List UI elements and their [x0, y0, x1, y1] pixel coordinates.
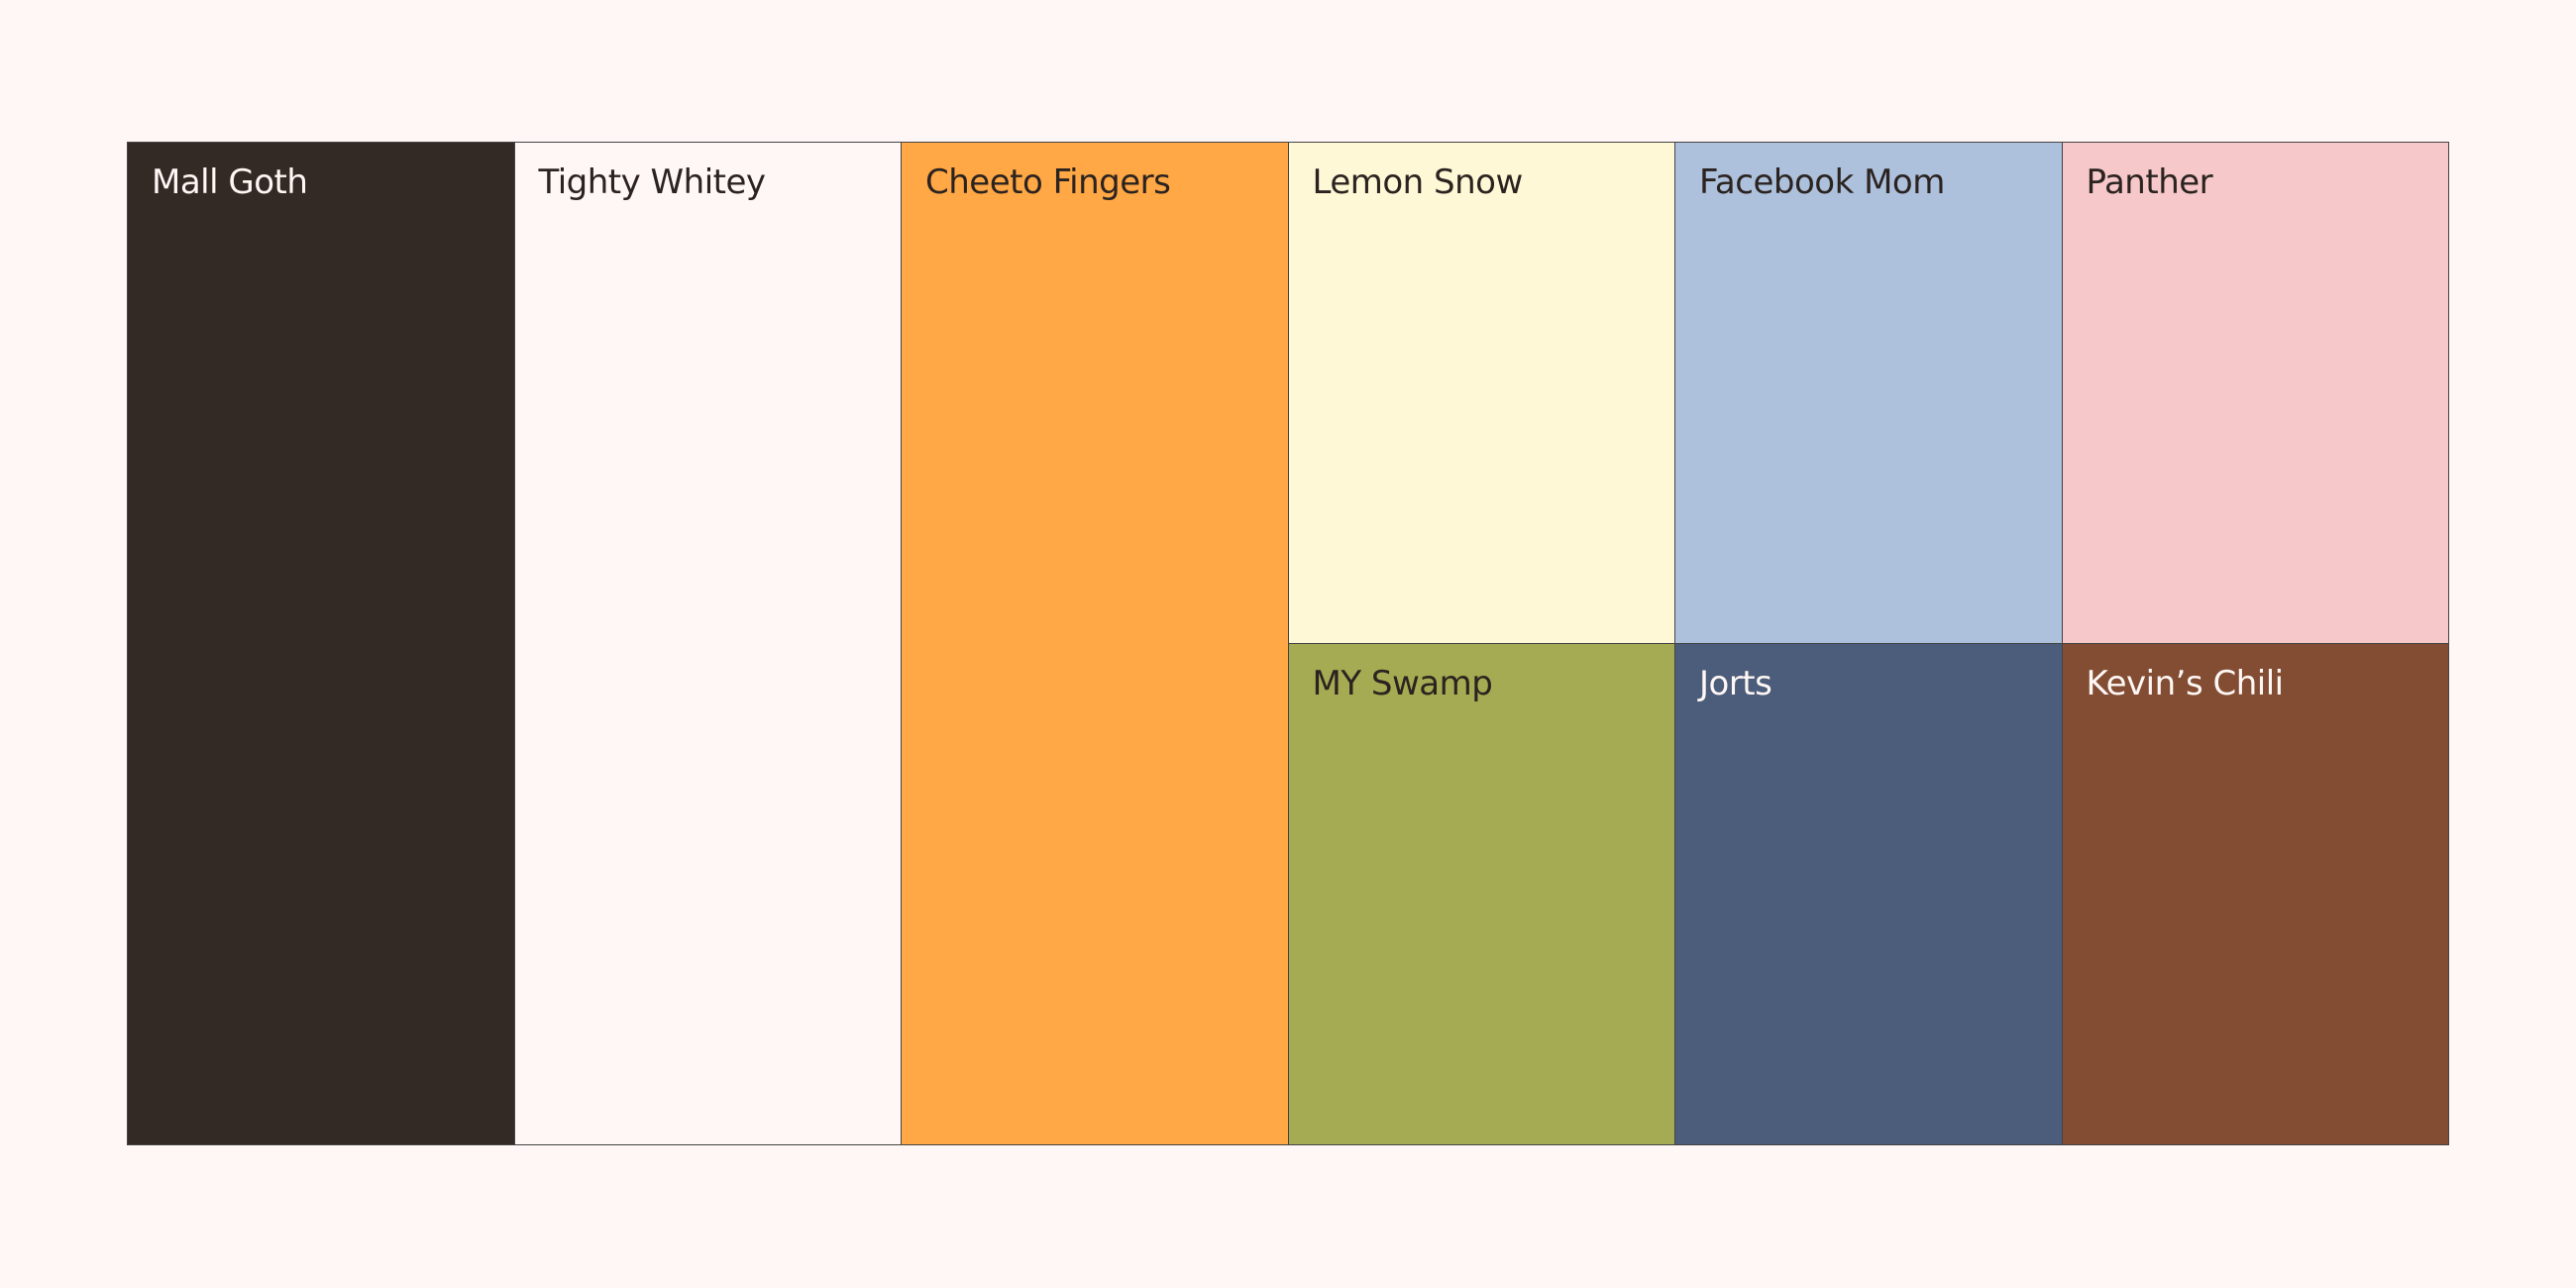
palette-column: Cheeto Fingers [901, 143, 1288, 1144]
swatch-name: Mall Goth [152, 162, 308, 202]
swatch-name: Facebook Mom [1699, 162, 1945, 202]
palette-column: Lemon Snow MY Swamp [1287, 143, 1674, 1144]
color-swatch: Cheeto Fingers [902, 143, 1288, 1144]
palette-column: Panther Kevin’s Chili [2061, 143, 2448, 1144]
swatch-name: MY Swamp [1312, 664, 1493, 703]
color-swatch: MY Swamp [1288, 643, 1674, 1144]
color-swatch: Mall Goth [128, 143, 514, 1144]
color-swatch: Panther [2062, 143, 2448, 643]
swatch-name: Lemon Snow [1312, 162, 1524, 202]
swatch-name: Jorts [1699, 664, 1772, 703]
color-swatch: Facebook Mom [1675, 143, 2062, 643]
color-swatch: Kevin’s Chili [2062, 643, 2448, 1144]
swatch-name: Panther [2086, 162, 2213, 202]
swatch-name: Cheeto Fingers [925, 162, 1171, 202]
color-swatch: Jorts [1675, 643, 2062, 1144]
swatch-name: Tighty Whitey [538, 162, 767, 202]
palette-column: Tighty Whitey [513, 143, 901, 1144]
palette-grid: Mall Goth Tighty Whitey Cheeto Fingers Lemo… [127, 142, 2449, 1145]
palette-column: Facebook Mom Jorts [1674, 143, 2062, 1144]
palette-column: Mall Goth [128, 143, 514, 1144]
color-swatch: Lemon Snow [1288, 143, 1674, 643]
color-swatch: Tighty Whitey [514, 143, 901, 1144]
swatch-name: Kevin’s Chili [2086, 664, 2285, 703]
